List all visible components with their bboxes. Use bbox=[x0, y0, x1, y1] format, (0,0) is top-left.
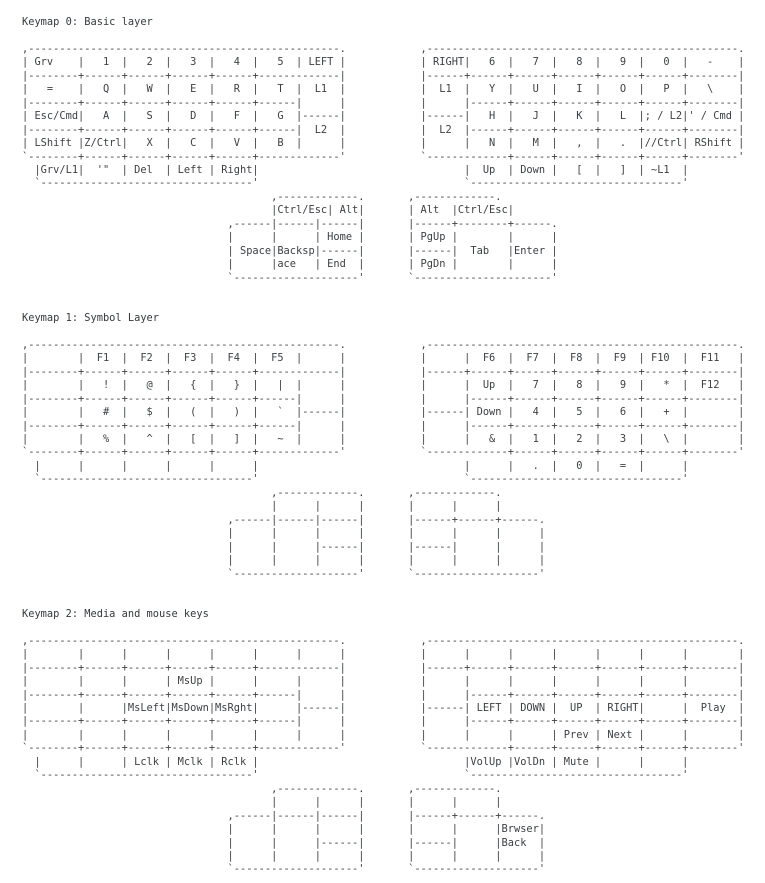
keymap-1-section: Keymap 1: Symbol Layer ,----------------… bbox=[22, 312, 765, 581]
keymap-2-ascii-art: ,---------------------------------------… bbox=[22, 634, 745, 876]
keymap-1-ascii-art: ,---------------------------------------… bbox=[22, 338, 745, 580]
keymap-0-title: Keymap 0: Basic layer bbox=[22, 16, 153, 28]
keymap-1-title: Keymap 1: Symbol Layer bbox=[22, 311, 160, 324]
keymap-2-title: Keymap 2: Media and mouse keys bbox=[22, 607, 209, 620]
keymap-2-section: Keymap 2: Media and mouse keys ,--------… bbox=[22, 608, 765, 877]
keymap-0-ascii-art: ,---------------------------------------… bbox=[22, 42, 745, 284]
keymap-0-section: Keymap 0: Basic layer ,-----------------… bbox=[22, 16, 765, 285]
